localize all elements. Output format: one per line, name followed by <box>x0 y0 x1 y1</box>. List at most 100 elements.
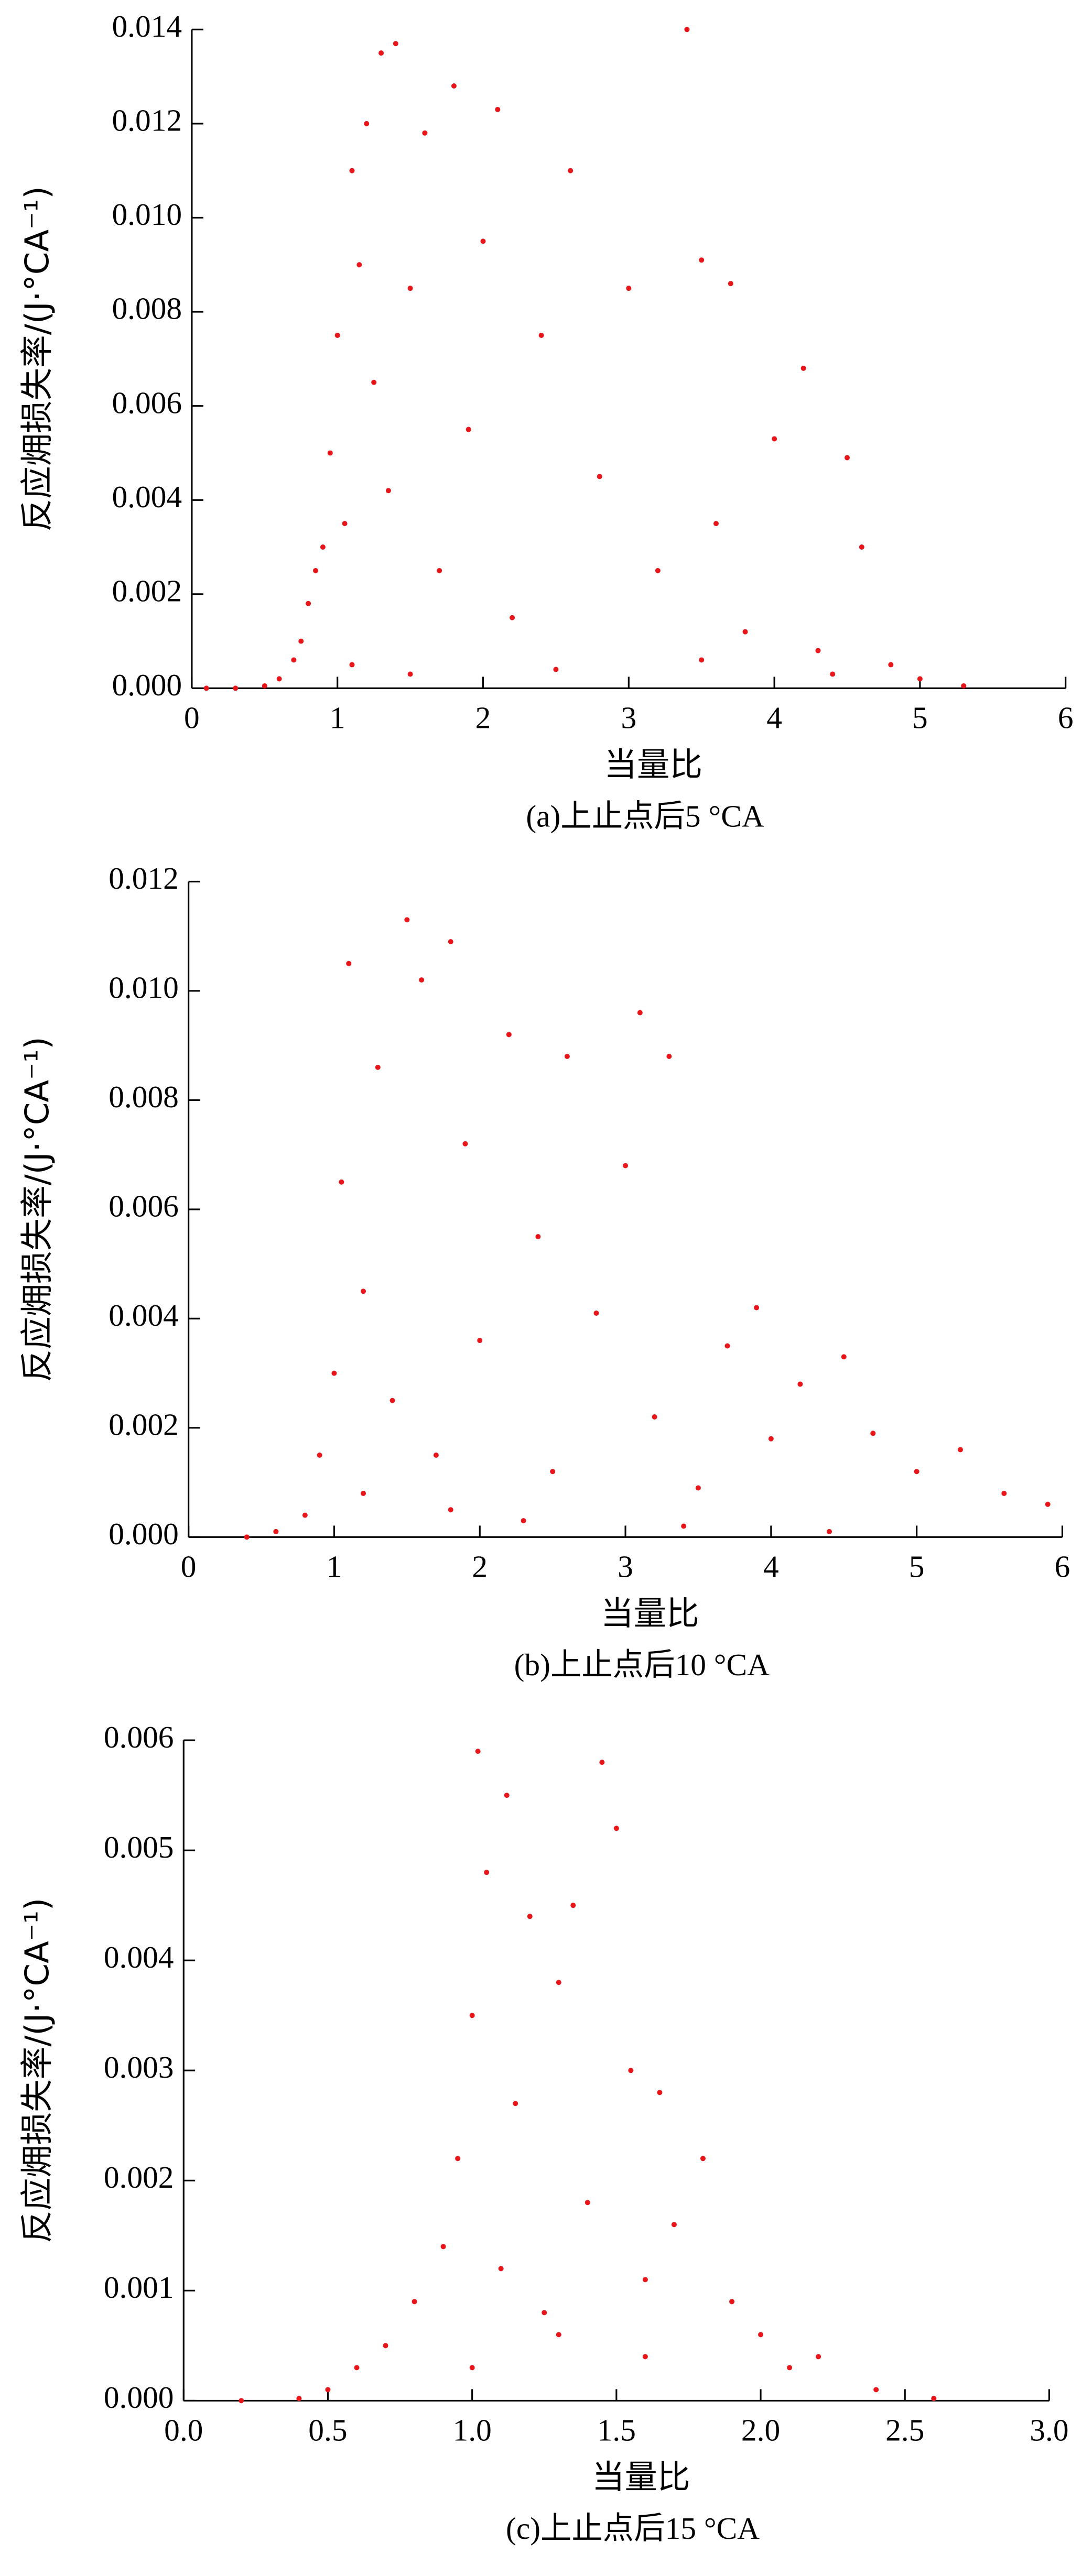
scatter-point <box>695 1485 701 1491</box>
scatter-point <box>841 1354 847 1360</box>
scatter-point <box>642 2277 648 2283</box>
y-tick-label: 0.006 <box>104 1720 174 1754</box>
scatter-point <box>375 1064 381 1070</box>
x-tick-label: 3 <box>621 701 636 735</box>
scatter-point <box>298 638 304 644</box>
scatter-point <box>510 615 515 620</box>
y-tick-label: 0.012 <box>109 861 179 896</box>
scatter-point <box>477 1338 483 1344</box>
x-tick-label: 2 <box>475 701 491 735</box>
scatter-point <box>383 2343 388 2349</box>
scatter-point <box>729 2299 735 2305</box>
scatter-point <box>957 1447 964 1453</box>
scatter-point <box>317 1452 322 1458</box>
scatter-point <box>327 450 333 456</box>
scatter-point <box>568 168 574 173</box>
scatter-point <box>389 1398 395 1403</box>
scatter-point <box>306 601 311 606</box>
scatter-point <box>613 1826 619 1831</box>
scatter-point <box>440 2244 446 2250</box>
scatter-point <box>448 939 453 945</box>
scatter-point <box>342 521 348 527</box>
x-tick-label: 5 <box>912 701 928 735</box>
scatter-point <box>361 1289 366 1294</box>
scatter-point <box>826 1529 832 1534</box>
scatter-point <box>684 27 690 32</box>
scatter-point <box>412 2299 417 2305</box>
scatter-point <box>433 1452 439 1458</box>
x-tick-label: 4 <box>766 701 782 735</box>
scatter-point <box>455 2156 461 2162</box>
x-tick-label: 2.5 <box>885 2413 924 2448</box>
caption: (a)上止点后5 °CA <box>526 799 764 833</box>
scatter-point <box>535 1234 541 1240</box>
scatter-point <box>564 1054 570 1060</box>
scatter-point <box>498 2266 504 2272</box>
scatter-point <box>276 676 282 682</box>
x-tick-label: 1 <box>330 701 345 735</box>
y-tick-label: 0.000 <box>109 1516 179 1551</box>
scatter-point <box>334 332 340 338</box>
scatter-point <box>393 41 398 47</box>
scatter-point <box>385 488 391 494</box>
scatter-point <box>699 257 705 263</box>
scatter-point <box>931 2396 937 2402</box>
scatter-point <box>815 648 821 653</box>
x-tick-label: 0.5 <box>308 2413 347 2448</box>
scatter-point <box>1045 1501 1051 1507</box>
y-axis-label: 反应㶲损失率/(J·°CA⁻¹) <box>18 1898 56 2243</box>
x-tick-label: 1 <box>327 1549 342 1584</box>
scatter-point <box>239 2398 244 2404</box>
scatter-point <box>484 1870 490 1875</box>
scatter-point <box>469 2365 475 2371</box>
y-tick-label: 0.000 <box>104 2380 174 2415</box>
y-tick-label: 0.001 <box>104 2270 174 2305</box>
scatter-point <box>422 130 428 136</box>
scatter-point <box>700 2156 706 2162</box>
scatter-point <box>699 657 705 663</box>
y-tick-label: 0.002 <box>104 2160 174 2195</box>
scatter-point <box>407 286 413 291</box>
scatter-point <box>681 1523 687 1529</box>
scatter-point <box>816 2354 821 2360</box>
scatter-point <box>657 2090 663 2095</box>
scatter-point <box>527 1914 533 1919</box>
scatter-point <box>437 567 442 573</box>
scatter-point <box>768 1436 774 1442</box>
scatter-point <box>917 676 923 682</box>
y-tick-label: 0.006 <box>109 1189 179 1224</box>
scatter-point <box>1001 1490 1007 1496</box>
y-tick-label: 0.004 <box>109 1298 179 1333</box>
scatter-point <box>302 1512 308 1518</box>
scatter-point <box>787 2365 793 2371</box>
caption: (b)上止点后10 °CA <box>514 1647 770 1682</box>
scatter-point <box>542 2310 547 2316</box>
scatter-point <box>873 2387 879 2393</box>
scatter-point <box>797 1381 803 1387</box>
scatter-point <box>404 917 410 923</box>
scatter-point <box>203 685 209 691</box>
scatter-point <box>371 379 377 385</box>
scatter-point <box>469 2013 475 2018</box>
y-tick-label: 0.008 <box>112 291 182 326</box>
y-axis-label: 反应㶲损失率/(J·°CA⁻¹) <box>18 186 56 531</box>
scatter-point <box>448 1507 453 1513</box>
scatter-point <box>504 1793 510 1798</box>
scatter-point <box>597 474 602 479</box>
scatter-point <box>354 2365 360 2371</box>
scatter-point <box>244 1534 250 1540</box>
y-tick-label: 0.014 <box>112 9 182 43</box>
scatter-point <box>870 1431 876 1436</box>
scatter-point <box>419 977 425 983</box>
scatter-point <box>480 238 486 244</box>
y-tick-label: 0.004 <box>112 479 182 514</box>
scatter-point <box>728 281 733 287</box>
scatter-point <box>888 662 894 668</box>
scatter-point <box>346 960 352 966</box>
x-tick-label: 2 <box>472 1549 488 1584</box>
scatter-point <box>623 1163 629 1169</box>
x-tick-label: 0 <box>184 701 200 735</box>
scatter-point <box>349 168 355 173</box>
scatter-point <box>556 2332 561 2338</box>
